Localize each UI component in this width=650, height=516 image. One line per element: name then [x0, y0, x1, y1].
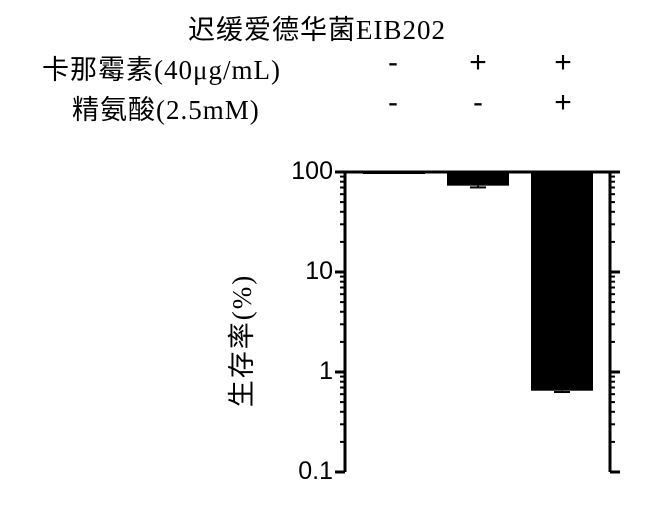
survival-bar-chart: [0, 0, 650, 516]
